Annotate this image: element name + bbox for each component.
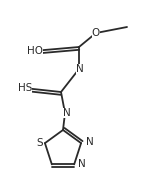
Text: HO: HO xyxy=(27,46,43,56)
Text: O: O xyxy=(92,28,100,38)
Text: HS: HS xyxy=(18,83,32,93)
Text: N: N xyxy=(63,108,71,118)
Text: N: N xyxy=(78,159,86,169)
Text: S: S xyxy=(36,138,43,148)
Text: N: N xyxy=(76,64,84,74)
Text: N: N xyxy=(86,137,94,147)
